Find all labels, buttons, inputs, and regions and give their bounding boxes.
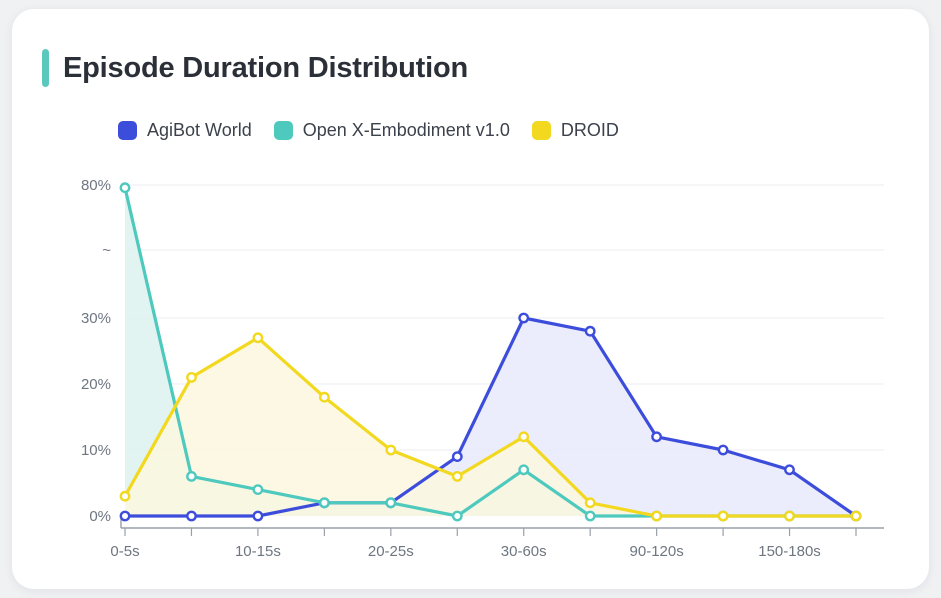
y-axis-tick-label: 20% xyxy=(81,376,111,393)
legend-swatch-open-x-embodiment xyxy=(273,121,293,140)
data-point-marker[interactable] xyxy=(717,510,729,522)
data-point-marker[interactable] xyxy=(186,470,197,482)
legend-item-open-x-embodiment[interactable]: Open X-Embodiment v1.0 xyxy=(273,120,510,141)
x-axis-tick-label: 150-180s xyxy=(758,543,821,560)
y-axis-tick-label: 80% xyxy=(81,177,111,194)
page-title: Episode Duration Distribution xyxy=(63,51,469,84)
series-line-agibot-world[interactable] xyxy=(123,316,858,518)
y-axis-tick-label: 30% xyxy=(81,310,111,327)
data-point-marker[interactable] xyxy=(584,510,596,522)
data-point-marker[interactable] xyxy=(584,497,596,509)
data-point-marker[interactable] xyxy=(518,464,530,476)
series-area-agibot-world xyxy=(125,318,856,516)
chart-legend: AgiBot World Open X-Embodiment v1.0 DROI… xyxy=(118,120,641,141)
series-line-droid[interactable] xyxy=(123,336,858,518)
y-axis-tick-label: 10% xyxy=(81,442,111,459)
y-axis-tick-label: 0% xyxy=(89,508,111,525)
title-row: Episode Duration Distribution xyxy=(42,49,468,87)
axis-lines xyxy=(120,519,884,536)
x-axis-labels: 0-5s 10-15s 20-25s 30-60s 90-120s 150-180s xyxy=(110,543,820,560)
data-point-marker[interactable] xyxy=(584,325,596,337)
data-point-marker[interactable] xyxy=(850,510,862,522)
y-axis-tick-label: ~ xyxy=(102,242,111,259)
data-point-marker[interactable] xyxy=(651,510,662,522)
data-point-marker[interactable] xyxy=(651,431,662,443)
data-point-marker[interactable] xyxy=(186,510,197,522)
legend-swatch-droid xyxy=(531,121,551,140)
x-axis-tick-label: 0-5s xyxy=(110,543,139,560)
data-point-marker[interactable] xyxy=(451,451,463,462)
data-point-marker[interactable] xyxy=(385,444,397,456)
data-point-marker[interactable] xyxy=(119,510,131,522)
data-point-marker[interactable] xyxy=(119,490,131,502)
line-chart-svg: 0% 10% 20% 30% ~80% 0-5s 10-15s 20-25s 30-60s 90… xyxy=(81,177,884,560)
legend-swatch-agibot-world xyxy=(118,121,137,140)
chart-plot-area: 0% 10% 20% 30% ~80% 0-5s 10-15s 20-25s 30-60s 90… xyxy=(12,9,929,589)
data-point-marker[interactable] xyxy=(784,464,795,476)
y-axis-labels: 0% 10% 20% 30% ~80% xyxy=(81,177,111,525)
x-axis-tick-label: 20-25s xyxy=(368,543,414,560)
data-point-marker[interactable] xyxy=(252,484,264,495)
series-markers xyxy=(119,182,862,522)
legend-item-droid[interactable]: DROID xyxy=(531,120,619,141)
data-point-marker[interactable] xyxy=(252,510,264,522)
data-point-marker[interactable] xyxy=(252,332,264,344)
data-point-marker[interactable] xyxy=(518,431,530,443)
data-point-marker[interactable] xyxy=(318,391,330,403)
data-point-marker[interactable] xyxy=(717,444,729,456)
x-axis-tick-label: 30-60s xyxy=(501,543,547,560)
legend-item-agibot-world[interactable]: AgiBot World xyxy=(118,120,252,141)
data-point-marker[interactable] xyxy=(318,497,330,509)
x-axis-tick-label: 10-15s xyxy=(235,543,281,560)
chart-card: Episode Duration Distribution AgiBot Wor… xyxy=(12,9,929,589)
x-axis-tick-label: 90-120s xyxy=(630,543,684,560)
data-point-marker[interactable] xyxy=(451,510,463,522)
data-point-marker[interactable] xyxy=(385,497,397,509)
legend-label-open-x-embodiment: Open X-Embodiment v1.0 xyxy=(302,120,510,140)
data-point-marker[interactable] xyxy=(518,312,530,324)
series-lines xyxy=(123,186,858,518)
data-point-marker[interactable] xyxy=(119,182,131,194)
title-accent-bar xyxy=(42,49,49,87)
data-point-marker[interactable] xyxy=(784,510,795,522)
data-point-marker[interactable] xyxy=(186,371,197,383)
data-point-marker[interactable] xyxy=(451,470,463,482)
legend-label-droid: DROID xyxy=(560,120,619,140)
legend-label-agibot-world: AgiBot World xyxy=(147,120,252,140)
